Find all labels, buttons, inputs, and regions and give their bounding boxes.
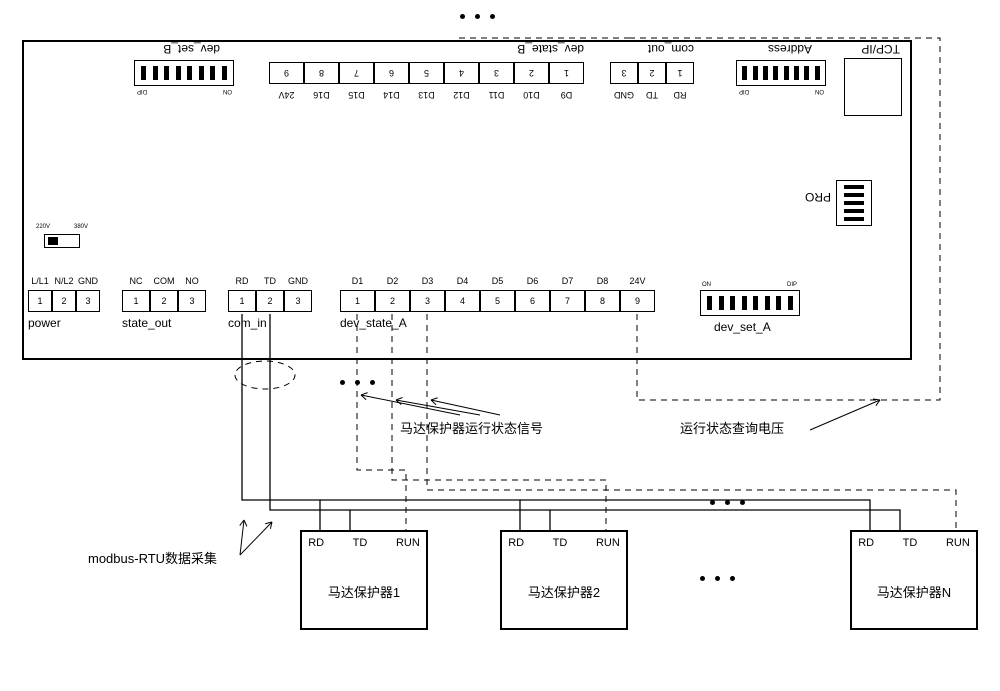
- dev-set-a-dip: [700, 290, 800, 316]
- ellipsis-dots: [460, 14, 495, 19]
- pro-connector: [836, 180, 872, 226]
- tcp-ip-port: [844, 58, 902, 116]
- terminal: 1: [122, 290, 150, 312]
- address-dip: [736, 60, 826, 86]
- terminal: 1: [340, 290, 375, 312]
- tcp-ip-label: TCP/IP: [861, 42, 900, 56]
- dev-set-b-label: dev_set_B: [163, 42, 220, 56]
- terminal: 2: [638, 62, 666, 84]
- motor-protector: RD TD RUN 马达保护器N: [850, 530, 978, 630]
- terminal: 2: [514, 62, 549, 84]
- protector-pin-label: RD: [308, 537, 324, 549]
- address-label: Address: [768, 42, 812, 56]
- voltage-switch[interactable]: [44, 234, 80, 248]
- terminal: 6: [515, 290, 550, 312]
- terminal: 7: [339, 62, 374, 84]
- terminal: 5: [409, 62, 444, 84]
- terminal: 1: [549, 62, 584, 84]
- terminal: 2: [375, 290, 410, 312]
- ellipsis-dots: [340, 380, 375, 385]
- dev-set-a-label: dev_set_A: [714, 320, 771, 334]
- terminal: 9: [620, 290, 655, 312]
- terminal: 1: [228, 290, 256, 312]
- voltage-380v: 380V: [74, 224, 88, 230]
- top-row: TCP/IP ON DIP Address RDTDGND123com_out …: [22, 44, 912, 124]
- terminal: 3: [178, 290, 206, 312]
- protector-title: 马达保护器N: [852, 582, 976, 601]
- terminal: 4: [444, 62, 479, 84]
- bottom-row: 220V 380V L/L1N/L2GND123power NCCOMNO123…: [22, 272, 912, 362]
- protector-pin-label: TD: [553, 537, 568, 549]
- terminal: 3: [479, 62, 514, 84]
- protector-pin-label: RUN: [596, 537, 620, 549]
- terminal: 3: [610, 62, 638, 84]
- terminal: 3: [284, 290, 312, 312]
- terminal: 7: [550, 290, 585, 312]
- dev-set-b-dip: [134, 60, 234, 86]
- protector-pin-label: RD: [508, 537, 524, 549]
- annot-query-voltage: 运行状态查询电压: [680, 418, 784, 437]
- ellipsis-dots: [700, 576, 735, 581]
- ellipsis-dots: [710, 500, 745, 505]
- terminal: 6: [374, 62, 409, 84]
- protector-pin-label: RUN: [396, 537, 420, 549]
- terminal: 1: [28, 290, 52, 312]
- protector-pin-label: TD: [903, 537, 918, 549]
- terminal: 9: [269, 62, 304, 84]
- pro-label: PRO: [805, 190, 831, 204]
- protector-pin-label: RUN: [946, 537, 970, 549]
- protector-title: 马达保护器2: [502, 582, 626, 601]
- terminal: 3: [410, 290, 445, 312]
- protector-pin-label: TD: [353, 537, 368, 549]
- terminal: 2: [150, 290, 178, 312]
- protector-pin-label: RD: [858, 537, 874, 549]
- terminal: 5: [480, 290, 515, 312]
- voltage-220v: 220V: [36, 224, 50, 230]
- terminal: 2: [256, 290, 284, 312]
- terminal: 2: [52, 290, 76, 312]
- annot-motor-state: 马达保护器运行状态信号: [400, 418, 543, 437]
- annot-modbus: modbus-RTU数据采集: [88, 548, 217, 567]
- motor-protector: RD TD RUN 马达保护器1: [300, 530, 428, 630]
- terminal: 4: [445, 290, 480, 312]
- terminal: 1: [666, 62, 694, 84]
- protector-title: 马达保护器1: [302, 582, 426, 601]
- motor-protector: RD TD RUN 马达保护器2: [500, 530, 628, 630]
- terminal: 3: [76, 290, 100, 312]
- terminal: 8: [585, 290, 620, 312]
- terminal: 8: [304, 62, 339, 84]
